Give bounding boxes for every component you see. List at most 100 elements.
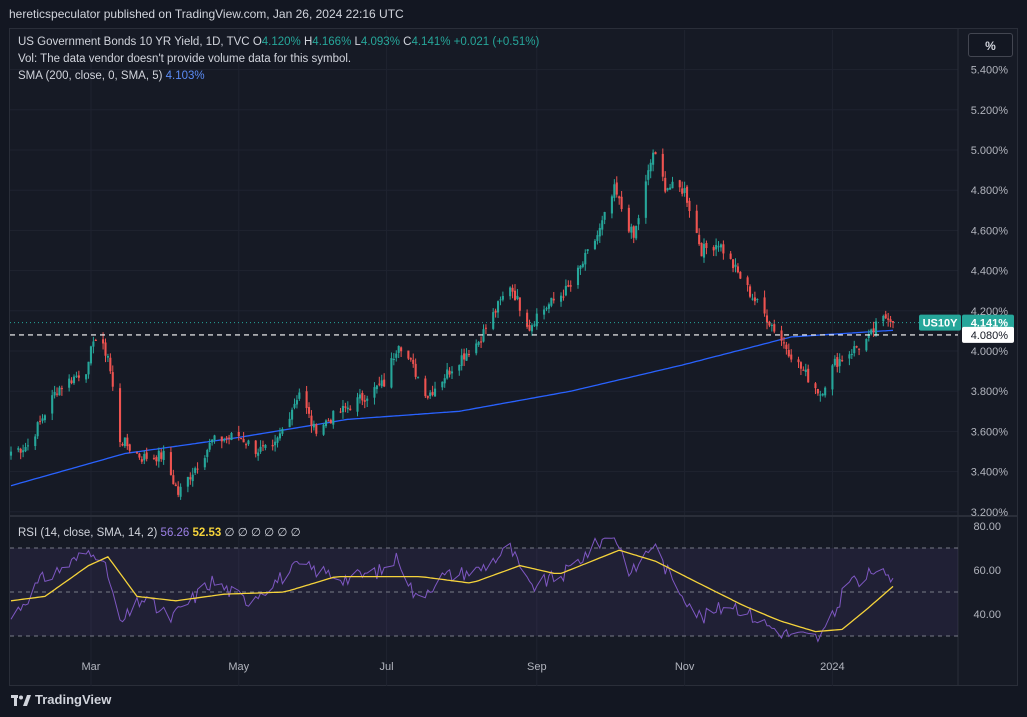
candle-body: [213, 435, 216, 441]
candle-body: [305, 391, 308, 409]
candle-body: [516, 295, 519, 299]
candle-body: [780, 330, 783, 341]
candle-body: [380, 380, 383, 387]
candle-body: [802, 369, 805, 371]
candle-body: [586, 249, 589, 252]
candle-body: [475, 343, 478, 354]
candle-body: [189, 477, 192, 480]
price-tick-label: 4.200%: [971, 306, 1009, 318]
candle-body: [610, 196, 613, 214]
price-tick-label: 4.400%: [971, 266, 1009, 278]
candle-body: [390, 358, 393, 388]
candle-body: [254, 440, 257, 454]
percent-scale-button[interactable]: %: [968, 33, 1013, 57]
candle-body: [722, 244, 725, 254]
candle-body: [654, 152, 657, 155]
candle-body: [429, 392, 432, 397]
sma-label: SMA (200, close, 0, SMA, 5): [18, 70, 163, 82]
candle-body: [627, 207, 630, 232]
candle-body: [850, 353, 853, 356]
candle-body: [395, 353, 398, 358]
candle-body: [465, 353, 468, 361]
candle-body: [492, 312, 495, 329]
candle-body: [666, 188, 669, 190]
volume-note: Vol: The data vendor doesn't provide vol…: [18, 53, 351, 65]
candle-body: [9, 451, 13, 456]
candle-body: [237, 431, 240, 437]
candle-body: [51, 395, 54, 414]
candle-body: [138, 453, 141, 458]
rsi-value: 56.26: [160, 527, 190, 539]
candle-body: [259, 446, 262, 452]
candle-body: [291, 409, 294, 420]
candle-body: [681, 188, 684, 194]
candle-body: [683, 188, 686, 193]
symbol-name: US Government Bonds 10 YR Yield, 1D, TVC: [18, 36, 250, 48]
time-tick-label: Sep: [527, 661, 547, 673]
candle-body: [874, 321, 878, 335]
candle-body: [526, 312, 529, 327]
candle-body: [349, 408, 352, 411]
candle-body: [853, 346, 856, 354]
candle-body: [768, 321, 771, 326]
candle-body: [613, 184, 616, 198]
candle-body: [530, 325, 534, 332]
candle-body: [596, 235, 599, 241]
candle-body: [855, 346, 858, 348]
candle-body: [765, 315, 769, 323]
candle-body: [43, 415, 46, 421]
candle-body: [72, 376, 76, 384]
candle-body: [145, 452, 148, 459]
candle-body: [264, 444, 267, 448]
candle-body: [751, 298, 754, 300]
candle-body: [307, 407, 311, 414]
candle-body: [518, 297, 521, 311]
level-tag-bg: [962, 326, 1014, 343]
candle-body: [22, 450, 25, 453]
close-value: 4.141%: [411, 36, 451, 48]
candle-body: [89, 346, 93, 364]
candle-body: [295, 400, 298, 405]
candle-body: [647, 170, 650, 180]
candle-body: [293, 403, 296, 408]
candle-body: [433, 388, 437, 397]
time-tick-label: May: [228, 661, 249, 673]
candle-body: [598, 227, 601, 237]
candle-body: [58, 387, 61, 396]
price-tag-bg: [962, 314, 1014, 331]
candle-body: [135, 452, 139, 454]
candle-body: [773, 324, 776, 332]
candle-body: [576, 267, 580, 286]
candle-body: [143, 454, 146, 461]
candle-body: [383, 379, 386, 387]
candle-body: [68, 378, 71, 388]
high-value: 4.166%: [312, 36, 352, 48]
candle-body: [695, 210, 698, 233]
price-tick-label: 4.000%: [971, 346, 1009, 358]
candle-body: [211, 439, 214, 443]
rsi-ma-line: [10, 549, 894, 633]
candle-body: [831, 365, 834, 390]
candle-body: [55, 393, 59, 395]
candle-body: [19, 448, 22, 453]
candle-body: [208, 443, 211, 450]
candle-body: [630, 226, 633, 233]
candle-body: [477, 341, 480, 345]
candle-body: [705, 243, 708, 249]
symbol-tag-bg: [919, 314, 961, 331]
candle-body: [409, 358, 412, 360]
candle-body: [424, 378, 427, 397]
candle-body: [121, 444, 124, 446]
low-label: L: [354, 36, 361, 48]
candle-body: [414, 363, 417, 377]
candle-body: [327, 420, 330, 422]
price-tick-label: 5.000%: [971, 145, 1009, 157]
candle-body: [312, 423, 315, 428]
candle-body: [373, 387, 376, 398]
candle-body: [179, 486, 182, 497]
candle-body: [770, 325, 773, 327]
candle-body: [569, 285, 572, 287]
candle-body: [547, 304, 550, 309]
candle-body: [797, 359, 800, 363]
